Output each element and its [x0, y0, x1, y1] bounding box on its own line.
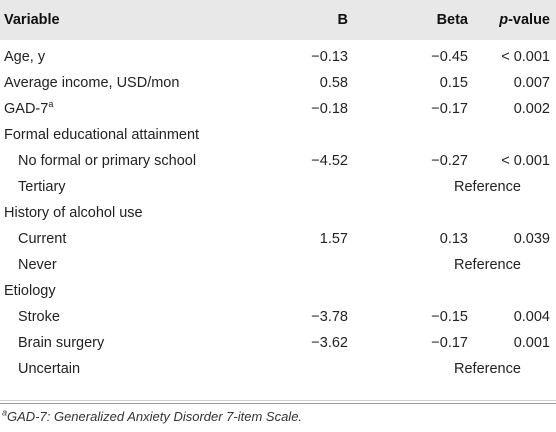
row-variable: Average income, USD/mon	[4, 75, 180, 91]
row-variable: Age, y	[4, 49, 46, 65]
row-b: −4.52	[311, 153, 348, 169]
table-row: Uncertain Reference	[0, 356, 556, 386]
regression-table: Variable B Beta p-value Age, y −0.13 −0.…	[0, 0, 556, 386]
header-b: B	[337, 12, 348, 28]
row-beta: −0.45	[431, 49, 468, 65]
row-b: −0.18	[311, 101, 348, 117]
table-bottom-rule	[0, 400, 556, 401]
group-label: Etiology	[4, 283, 56, 299]
table-row: Current 1.57 0.13 0.039	[0, 226, 556, 252]
row-beta: −0.15	[431, 309, 468, 325]
row-b: −3.62	[311, 335, 348, 351]
row-p-value: 0.039	[513, 231, 550, 247]
row-b: −3.78	[311, 309, 348, 325]
row-variable: Current	[18, 231, 67, 247]
footnote-text: GAD-7: Generalized Anxiety Disorder 7-it…	[7, 409, 303, 424]
table-row: GAD-7a −0.18 −0.17 0.002	[0, 96, 556, 122]
table-header-row: Variable B Beta p-value	[0, 0, 556, 40]
row-variable-cell: GAD-7a	[0, 96, 254, 122]
header-variable: Variable	[4, 12, 60, 28]
row-beta: −0.17	[431, 335, 468, 351]
table-row: Never Reference	[0, 252, 556, 278]
reference-label: Reference	[454, 179, 521, 195]
table-footnote: aGAD-7: Generalized Anxiety Disorder 7-i…	[2, 407, 303, 424]
row-variable: Never	[18, 257, 57, 273]
row-b: 0.58	[319, 75, 348, 91]
table-row: Brain surgery −3.62 −0.17 0.001	[0, 330, 556, 356]
header-p-value: p-value	[468, 0, 556, 40]
row-p-value: < 0.001	[501, 49, 550, 65]
header-p-suffix: -value	[508, 12, 550, 28]
row-variable: Uncertain	[18, 361, 81, 377]
row-variable: Brain surgery	[18, 335, 105, 351]
row-p-value: < 0.001	[501, 153, 550, 169]
table-row: Age, y −0.13 −0.45 < 0.001	[0, 40, 556, 70]
reference-label: Reference	[454, 361, 521, 377]
table-row: Stroke −3.78 −0.15 0.004	[0, 304, 556, 330]
row-b: −0.13	[311, 49, 348, 65]
header-beta: Beta	[436, 12, 468, 28]
group-label: Formal educational attainment	[4, 127, 200, 143]
footnote-rule	[0, 403, 556, 404]
table-row: Average income, USD/mon 0.58 0.15 0.007	[0, 70, 556, 96]
row-p-value: 0.001	[513, 335, 550, 351]
table-group-row: History of alcohol use	[0, 200, 556, 226]
row-variable: Stroke	[18, 309, 60, 325]
row-beta: 0.15	[439, 75, 468, 91]
table-row: Tertiary Reference	[0, 174, 556, 200]
table-group-row: Etiology	[0, 278, 556, 304]
row-beta: −0.27	[431, 153, 468, 169]
row-p-value: 0.007	[513, 75, 550, 91]
row-beta: −0.17	[431, 101, 468, 117]
row-p-value: 0.004	[513, 309, 550, 325]
row-variable: No formal or primary school	[18, 153, 197, 169]
row-variable: GAD-7	[4, 101, 49, 117]
row-beta: 0.13	[439, 231, 468, 247]
header-p-italic: p	[499, 12, 509, 28]
row-variable: Tertiary	[18, 179, 66, 195]
row-p-value: 0.002	[513, 101, 550, 117]
table-group-row: Formal educational attainment	[0, 122, 556, 148]
group-label: History of alcohol use	[4, 205, 143, 221]
footnote-marker: a	[2, 407, 8, 418]
footnote-marker: a	[48, 99, 54, 110]
row-b: 1.57	[319, 231, 348, 247]
table-row: No formal or primary school −4.52 −0.27 …	[0, 148, 556, 174]
reference-label: Reference	[454, 257, 521, 273]
